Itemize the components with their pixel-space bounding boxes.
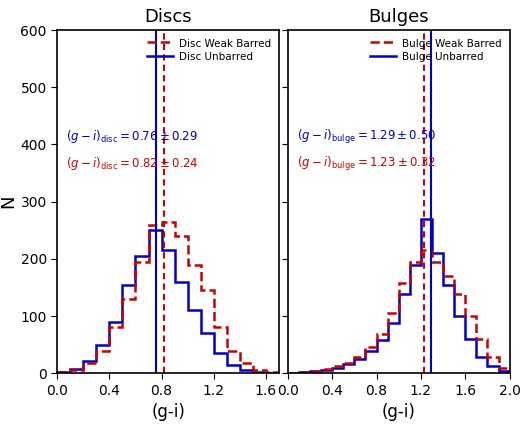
- X-axis label: (g-i): (g-i): [382, 403, 415, 421]
- Text: $(g - i)_{\rm disc} = 0.76 \pm 0.29$: $(g - i)_{\rm disc} = 0.76 \pm 0.29$: [66, 128, 198, 145]
- Legend: Disc Weak Barred, Disc Unbarred: Disc Weak Barred, Disc Unbarred: [144, 35, 274, 65]
- Title: Bulges: Bulges: [368, 8, 429, 26]
- Legend: Bulge Weak Barred, Bulge Unbarred: Bulge Weak Barred, Bulge Unbarred: [367, 35, 504, 65]
- Text: $(g - i)_{\rm disc} = 0.82 \pm 0.24$: $(g - i)_{\rm disc} = 0.82 \pm 0.24$: [66, 155, 199, 172]
- Y-axis label: N: N: [0, 195, 18, 208]
- Title: Discs: Discs: [144, 8, 192, 26]
- X-axis label: (g-i): (g-i): [151, 403, 185, 421]
- Text: $(g - i)_{\rm bulge} = 1.29 \pm 0.50$: $(g - i)_{\rm bulge} = 1.29 \pm 0.50$: [297, 128, 436, 146]
- Text: $(g - i)_{\rm bulge} = 1.23 \pm 0.32$: $(g - i)_{\rm bulge} = 1.23 \pm 0.32$: [297, 155, 436, 173]
